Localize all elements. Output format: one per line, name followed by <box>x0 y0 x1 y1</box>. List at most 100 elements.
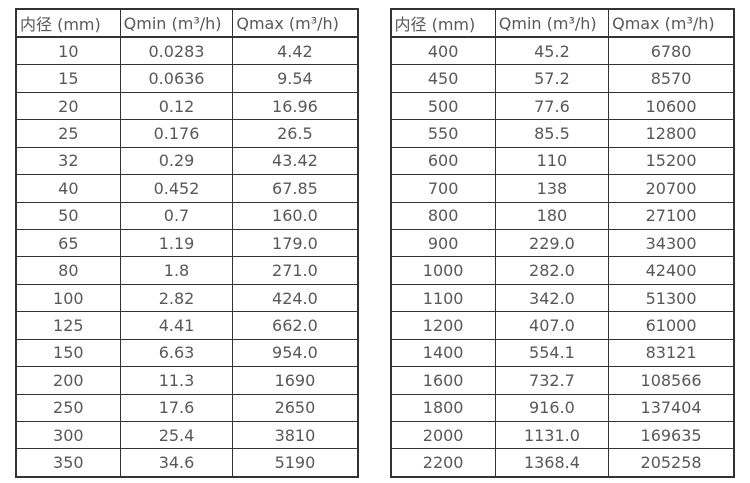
table-cell: 6780 <box>608 36 735 66</box>
table-row: 700 138 20700 <box>390 174 735 203</box>
table-cell: 100 <box>15 283 121 313</box>
table-cell: 137404 <box>608 393 735 422</box>
flow-spec-table-small-diameters: 内径 (mm) Qmin (m³/h) Qmax (m³/h) 10 0.0283… <box>15 8 359 478</box>
table-row: 550 85.5 12800 <box>390 119 735 148</box>
table-cell: 0.176 <box>119 119 234 148</box>
table-cell: 424.0 <box>232 283 358 313</box>
table-cell: 0.0636 <box>119 64 234 93</box>
table-cell: 160.0 <box>232 201 358 230</box>
header-qmin: Qmin (m³/h) <box>494 8 610 38</box>
table-cell: 1690 <box>232 366 358 395</box>
table-cell: 32 <box>15 146 121 176</box>
header-row: 内径 (mm) Qmin (m³/h) Qmax (m³/h) <box>390 8 735 38</box>
table-row: 40 0.452 67.85 <box>15 174 358 203</box>
table-cell: 17.6 <box>119 393 234 422</box>
table-cell: 407.0 <box>494 311 610 340</box>
table-row: 15 0.0636 9.54 <box>15 64 358 93</box>
table-row: 125 4.41 662.0 <box>15 311 358 340</box>
table-cell: 65 <box>15 228 121 258</box>
table-cell: 1100 <box>390 283 496 313</box>
table-row: 32 0.29 43.42 <box>15 146 358 176</box>
table-cell: 1400 <box>390 338 496 368</box>
table-cell: 300 <box>15 420 121 450</box>
table-cell: 26.5 <box>232 119 358 148</box>
table-cell: 10600 <box>608 91 735 121</box>
table-row: 250 17.6 2650 <box>15 393 358 422</box>
table-cell: 2200 <box>390 448 496 478</box>
table-cell: 1131.0 <box>494 420 610 450</box>
table-cell: 9.54 <box>232 64 358 93</box>
table-row: 80 1.8 271.0 <box>15 256 358 285</box>
table-cell: 80 <box>15 256 121 285</box>
table-cell: 600 <box>390 146 496 176</box>
table-cell: 2650 <box>232 393 358 422</box>
table-cell: 34300 <box>608 228 735 258</box>
table-row: 1100 342.0 51300 <box>390 283 735 313</box>
table-row: 20 0.12 16.96 <box>15 91 358 121</box>
table-cell: 77.6 <box>494 91 610 121</box>
table-cell: 282.0 <box>494 256 610 285</box>
table-cell: 205258 <box>608 448 735 478</box>
table-cell: 900 <box>390 228 496 258</box>
table-row: 65 1.19 179.0 <box>15 228 358 258</box>
flow-spec-table-large-diameters: 内径 (mm) Qmin (m³/h) Qmax (m³/h) 400 45.2 6… <box>389 8 735 478</box>
table-cell: 10 <box>15 36 121 66</box>
table-cell: 110 <box>494 146 610 176</box>
table-cell: 1368.4 <box>494 448 610 478</box>
table-cell: 67.85 <box>232 174 358 203</box>
header-qmin: Qmin (m³/h) <box>119 8 234 38</box>
table-cell: 400 <box>390 36 496 66</box>
table-row: 50 0.7 160.0 <box>15 201 358 230</box>
table-row: 1400 554.1 83121 <box>390 338 735 368</box>
table-cell: 20700 <box>608 174 735 203</box>
table-cell: 1800 <box>390 393 496 422</box>
table-cell: 6.63 <box>119 338 234 368</box>
table-row: 25 0.176 26.5 <box>15 119 358 148</box>
table-cell: 8570 <box>608 64 735 93</box>
table-cell: 57.2 <box>494 64 610 93</box>
table-cell: 42400 <box>608 256 735 285</box>
table-row: 2000 1131.0 169635 <box>390 420 735 450</box>
table-cell: 1200 <box>390 311 496 340</box>
table-cell: 2000 <box>390 420 496 450</box>
table-row: 100 2.82 424.0 <box>15 283 358 313</box>
table-cell: 45.2 <box>494 36 610 66</box>
table-cell: 20 <box>15 91 121 121</box>
table-cell: 200 <box>15 366 121 395</box>
table-cell: 554.1 <box>494 338 610 368</box>
table-cell: 40 <box>15 174 121 203</box>
header-inner-diameter: 内径 (mm) <box>15 8 121 38</box>
table-cell: 0.0283 <box>119 36 234 66</box>
table-cell: 50 <box>15 201 121 230</box>
table-row: 1000 282.0 42400 <box>390 256 735 285</box>
table-cell: 83121 <box>608 338 735 368</box>
table-cell: 4.41 <box>119 311 234 340</box>
table-cell: 0.12 <box>119 91 234 121</box>
header-row: 内径 (mm) Qmin (m³/h) Qmax (m³/h) <box>15 8 358 38</box>
table-cell: 179.0 <box>232 228 358 258</box>
table-cell: 51300 <box>608 283 735 313</box>
table-cell: 108566 <box>608 366 735 395</box>
table-cell: 25 <box>15 119 121 148</box>
table-cell: 229.0 <box>494 228 610 258</box>
table-row: 600 110 15200 <box>390 146 735 176</box>
table-cell: 2.82 <box>119 283 234 313</box>
table-cell: 150 <box>15 338 121 368</box>
table-row: 400 45.2 6780 <box>390 36 735 66</box>
table-cell: 61000 <box>608 311 735 340</box>
table-cell: 450 <box>390 64 496 93</box>
table-cell: 732.7 <box>494 366 610 395</box>
table-cell: 25.4 <box>119 420 234 450</box>
table-cell: 342.0 <box>494 283 610 313</box>
table-cell: 85.5 <box>494 119 610 148</box>
table-row: 350 34.6 5190 <box>15 448 358 478</box>
table-cell: 0.29 <box>119 146 234 176</box>
table-cell: 271.0 <box>232 256 358 285</box>
table-row: 900 229.0 34300 <box>390 228 735 258</box>
table-cell: 180 <box>494 201 610 230</box>
table-cell: 350 <box>15 448 121 478</box>
table-cell: 800 <box>390 201 496 230</box>
table-cell: 11.3 <box>119 366 234 395</box>
table-cell: 500 <box>390 91 496 121</box>
